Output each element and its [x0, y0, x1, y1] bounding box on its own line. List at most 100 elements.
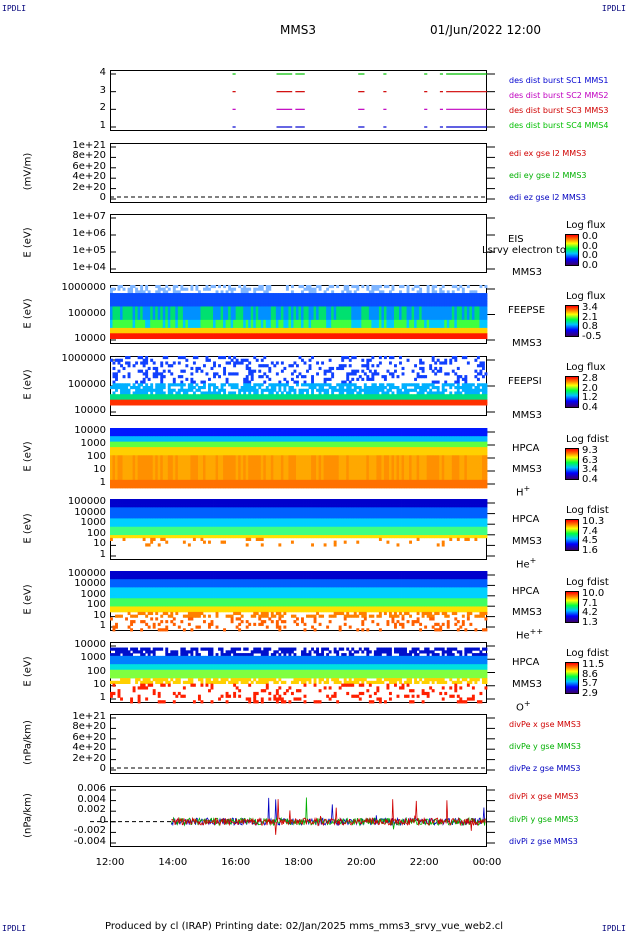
- spectrogram-cell: [381, 388, 385, 392]
- spectrogram-cell: [353, 295, 357, 299]
- spectrogram-cell: [170, 482, 174, 486]
- spectrogram-cell: [182, 449, 186, 453]
- spectrogram-cell: [187, 311, 191, 315]
- spectrogram-cell: [481, 391, 485, 395]
- spectrogram-cell: [110, 325, 113, 329]
- spectrogram-cell: [182, 428, 186, 432]
- spectrogram-cell: [135, 317, 139, 321]
- spectrogram-cell: [190, 327, 194, 331]
- spectrogram-cell: [456, 322, 460, 326]
- spectrogram-cell: [353, 290, 357, 294]
- spectrogram-cell: [333, 311, 337, 315]
- spectrogram-cell: [175, 479, 179, 483]
- spectrogram-cell: [479, 333, 483, 337]
- spectrogram-cell: [130, 460, 134, 464]
- spectrogram-cell: [301, 311, 304, 315]
- spectrogram-cell: [205, 333, 209, 337]
- spectrogram-cell: [434, 330, 438, 334]
- spectrogram-cell: [160, 477, 164, 481]
- spectrogram-cell: [394, 386, 397, 390]
- spectrogram-cell: [459, 327, 463, 331]
- spectrogram-cell: [213, 327, 216, 331]
- spectrogram-cell: [200, 319, 204, 323]
- spectrogram-cell: [215, 335, 219, 340]
- spectrogram-cell: [152, 333, 156, 337]
- spectrogram-cell: [285, 402, 289, 406]
- spectrogram-cell: [170, 399, 174, 403]
- y-tick-label: 100: [86, 451, 106, 462]
- spectrogram-cell: [419, 386, 423, 390]
- spectrogram-cell: [195, 298, 199, 302]
- spectrogram-cell: [197, 311, 201, 315]
- spectrogram-cell: [243, 399, 247, 403]
- spectrogram-cell: [142, 309, 146, 313]
- spectrogram-cell: [210, 330, 214, 334]
- spectrogram-cell: [301, 402, 304, 406]
- spectrogram-cell: [137, 394, 141, 398]
- spectrogram-cell: [155, 430, 159, 434]
- spectrogram-cell: [476, 311, 480, 315]
- spectrogram-cell: [147, 394, 151, 398]
- spectrogram-cell: [414, 402, 418, 406]
- spectrogram-cell: [137, 399, 141, 403]
- spectrogram-cell: [308, 402, 312, 406]
- spectrogram-cell: [233, 293, 237, 297]
- spectrogram-cell: [157, 372, 161, 376]
- spectrogram-cell: [451, 306, 455, 310]
- spectrogram-cell: [386, 383, 390, 387]
- spectrogram-cell: [426, 399, 430, 403]
- spectrogram-cell: [346, 399, 350, 403]
- spectrogram-cell: [441, 293, 445, 297]
- spectrogram-cell: [187, 482, 191, 486]
- spectrogram-cell: [182, 314, 186, 318]
- spectrogram-cell: [401, 383, 405, 387]
- spectrogram-cell: [218, 309, 221, 313]
- spectrogram-cell: [135, 455, 139, 459]
- spectrogram-cell: [127, 466, 131, 470]
- spectrogram-cell: [295, 317, 299, 321]
- spectrogram-cell: [303, 303, 307, 307]
- spectrogram-cell: [140, 455, 144, 459]
- spectrogram-cell: [125, 463, 128, 467]
- spectrogram-cell: [175, 309, 179, 313]
- spectrogram-cell: [177, 463, 181, 467]
- spectrogram-cell: [394, 396, 397, 401]
- spectrogram-cell: [268, 394, 272, 398]
- spectrogram-cell: [323, 293, 327, 297]
- spectrogram-cell: [190, 394, 194, 398]
- corner-label-bl: IPDLI: [2, 924, 27, 933]
- spectrogram-cell: [220, 317, 224, 321]
- spectrogram-cell: [409, 402, 412, 406]
- spectrogram-cell: [152, 335, 156, 340]
- spectrogram-cell: [233, 306, 237, 310]
- spectrogram-cell: [451, 311, 455, 315]
- spectrogram-cell: [258, 303, 262, 307]
- spectrogram-cell: [218, 311, 221, 315]
- spectrogram-cell: [223, 293, 227, 297]
- spectrogram-cell: [213, 306, 216, 310]
- spectrogram-cell: [416, 290, 420, 294]
- spectrogram-cell: [130, 452, 134, 456]
- spectrogram-cell: [301, 314, 304, 318]
- spectrogram-cell: [230, 396, 234, 401]
- spectrogram-cell: [162, 463, 166, 467]
- spectrogram-cell: [200, 303, 204, 307]
- spectrogram-cell: [115, 479, 118, 483]
- spectrogram-cell: [145, 287, 149, 291]
- spectrogram-cell: [283, 322, 287, 326]
- spectrogram-cell: [145, 293, 149, 297]
- spectrogram-cell: [140, 285, 144, 289]
- spectrogram-cell: [182, 474, 186, 478]
- spectrogram-cell: [444, 399, 448, 403]
- spectrogram-cell: [230, 399, 234, 403]
- spectrogram-cell: [180, 482, 184, 486]
- spectrogram-cell: [298, 388, 302, 392]
- spectrogram-cell: [481, 361, 485, 365]
- spectrogram-cell: [434, 319, 438, 323]
- spectrogram-cell: [348, 290, 352, 294]
- spectrogram-cell: [421, 396, 425, 401]
- spectrogram-cell: [202, 327, 206, 331]
- spectrogram-cell: [172, 482, 176, 486]
- spectrogram-cell: [484, 394, 488, 398]
- spectrogram-cell: [117, 369, 121, 373]
